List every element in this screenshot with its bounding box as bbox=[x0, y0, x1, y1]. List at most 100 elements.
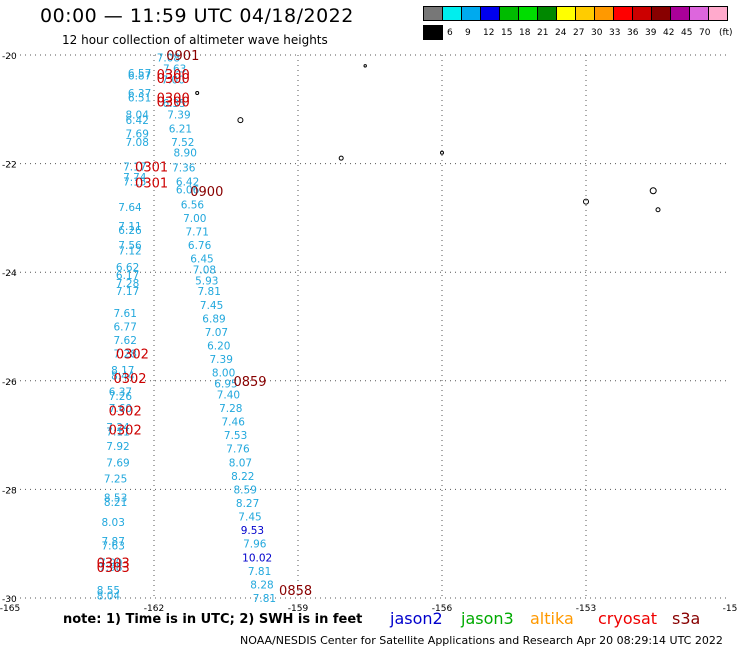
swh-value: 6.77 bbox=[114, 322, 137, 334]
time-label: 0300 bbox=[157, 91, 190, 106]
legend-label: 39 bbox=[645, 28, 657, 38]
swh-value: 7.25 bbox=[104, 474, 127, 486]
swh-value: 8.22 bbox=[231, 471, 254, 483]
legend-swatch bbox=[423, 6, 443, 21]
swh-value: 6.42 bbox=[126, 115, 149, 127]
color-legend: 3 6 9 12 15 18 21 24 27 30 33 36 39 42 45 70 (ft) bbox=[423, 6, 740, 44]
swh-value: 6.42 bbox=[176, 177, 199, 189]
lon-tick-label: -159 bbox=[288, 604, 309, 614]
swh-value: 7.76 bbox=[226, 444, 250, 456]
swh-value: 8.03 bbox=[102, 517, 125, 529]
swh-value: 8.59 bbox=[234, 484, 257, 496]
lat-tick-label: -30 bbox=[2, 595, 17, 605]
legend-label: (ft) bbox=[719, 28, 733, 38]
swh-value: 6.62 bbox=[116, 262, 139, 274]
swh-value: 7.64 bbox=[118, 202, 142, 214]
swh-value: 7.92 bbox=[106, 441, 129, 453]
time-label: 0900 bbox=[190, 185, 223, 200]
lon-tick-label: -153 bbox=[576, 604, 596, 614]
swh-value: 6.76 bbox=[188, 240, 212, 252]
legend-swatch bbox=[537, 6, 557, 21]
swh-value: 7.08 bbox=[126, 137, 149, 149]
lat-tick-label: -24 bbox=[2, 269, 17, 279]
legend-label: 9 bbox=[465, 28, 471, 38]
swh-value: 6.89 bbox=[202, 313, 225, 325]
swh-value: 7.00 bbox=[162, 74, 185, 86]
swh-value: 7.62 bbox=[114, 335, 137, 347]
footer-credit: NOAA/NESDIS Center for Satellite Applica… bbox=[240, 634, 723, 647]
swh-value: 6.20 bbox=[207, 341, 230, 353]
legend-swatch bbox=[689, 6, 709, 21]
lon-tick-label: -156 bbox=[432, 604, 453, 614]
swh-value: 8.04 bbox=[97, 590, 121, 602]
mission-label: jason3 bbox=[461, 609, 514, 628]
lon-tick-label: -165 bbox=[0, 604, 20, 614]
legend-label: 3 bbox=[429, 28, 435, 38]
swh-value: 8.00 bbox=[212, 368, 235, 380]
legend-label: 12 bbox=[483, 28, 495, 38]
swh-value: 6.37 bbox=[109, 387, 132, 399]
lat-tick-label: -22 bbox=[2, 161, 17, 171]
time-label: 0301 bbox=[135, 160, 168, 175]
swh-value: 6.17 bbox=[116, 270, 139, 282]
swh-value: 6.26 bbox=[118, 225, 142, 237]
legend-swatch bbox=[575, 6, 595, 21]
legend-label: 36 bbox=[627, 28, 639, 38]
mission-label: cryosat bbox=[598, 609, 658, 628]
lat-tick-label: -26 bbox=[2, 378, 17, 388]
legend-label: 42 bbox=[663, 28, 675, 38]
legend-label: 18 bbox=[519, 28, 531, 38]
swh-value: 6.21 bbox=[169, 123, 192, 135]
swh-value: 8.27 bbox=[236, 498, 259, 510]
swh-value: 7.71 bbox=[186, 226, 209, 238]
time-label: 0303 bbox=[97, 561, 130, 576]
swh-value: 6.06 bbox=[176, 185, 200, 197]
swh-value: 7.74 bbox=[123, 172, 147, 184]
swh-value: 7.00 bbox=[183, 213, 206, 225]
swh-value: 7.53 bbox=[224, 430, 247, 442]
legend-swatch bbox=[670, 6, 690, 21]
time-label: 0300 bbox=[157, 72, 190, 87]
legend-swatch bbox=[442, 6, 462, 21]
swh-value: 7.69 bbox=[126, 129, 149, 141]
time-label: 0302 bbox=[109, 424, 142, 439]
swh-value: 7.63 bbox=[163, 64, 186, 76]
swh-value: 6.95 bbox=[214, 379, 237, 391]
legend-label: 70 bbox=[699, 28, 711, 38]
time-labels: 0901030003000300030003010301090003020302… bbox=[97, 49, 312, 599]
swh-value: 7.61 bbox=[114, 308, 137, 320]
swh-value: 7.56 bbox=[118, 240, 142, 252]
swh-value: 7.36 bbox=[172, 162, 196, 174]
island-outline bbox=[237, 117, 244, 124]
time-label: 0901 bbox=[166, 49, 199, 64]
swh-value: 9.53 bbox=[241, 525, 264, 537]
swh-value: 7.63 bbox=[102, 540, 125, 552]
footer-note: note: 1) Time is in UTC; 2) SWH is in fe… bbox=[63, 612, 363, 627]
island-outline bbox=[363, 64, 367, 68]
mission-label: s3a bbox=[672, 609, 701, 628]
swh-value: 8.17 bbox=[111, 365, 134, 377]
swh-value: 7.12 bbox=[118, 245, 141, 257]
lat-tick-label: -28 bbox=[2, 486, 17, 496]
swh-value: 8.21 bbox=[104, 497, 127, 509]
island-outline bbox=[655, 207, 661, 213]
swh-value: 7.99 bbox=[99, 558, 122, 570]
swh-value: 7.28 bbox=[219, 403, 242, 415]
swh-value: 7.87 bbox=[102, 536, 125, 548]
mission-label: altika bbox=[530, 609, 574, 628]
swh-value: 7.45 bbox=[238, 512, 261, 524]
graticule bbox=[10, 54, 730, 599]
swh-value: 6.35 bbox=[162, 98, 185, 110]
swh-value: 7.28 bbox=[114, 349, 137, 361]
legend-swatch bbox=[708, 6, 728, 21]
swh-value: 8.04 bbox=[126, 110, 150, 122]
swh-value: 10.02 bbox=[242, 552, 272, 564]
swh-value: 8.55 bbox=[97, 585, 120, 597]
time-label: 0301 bbox=[135, 177, 168, 192]
swh-value: 7.81 bbox=[253, 593, 276, 605]
legend-label: 27 bbox=[573, 28, 585, 38]
islands bbox=[195, 64, 661, 213]
legend-swatch bbox=[594, 6, 614, 21]
island-outline bbox=[338, 155, 344, 161]
